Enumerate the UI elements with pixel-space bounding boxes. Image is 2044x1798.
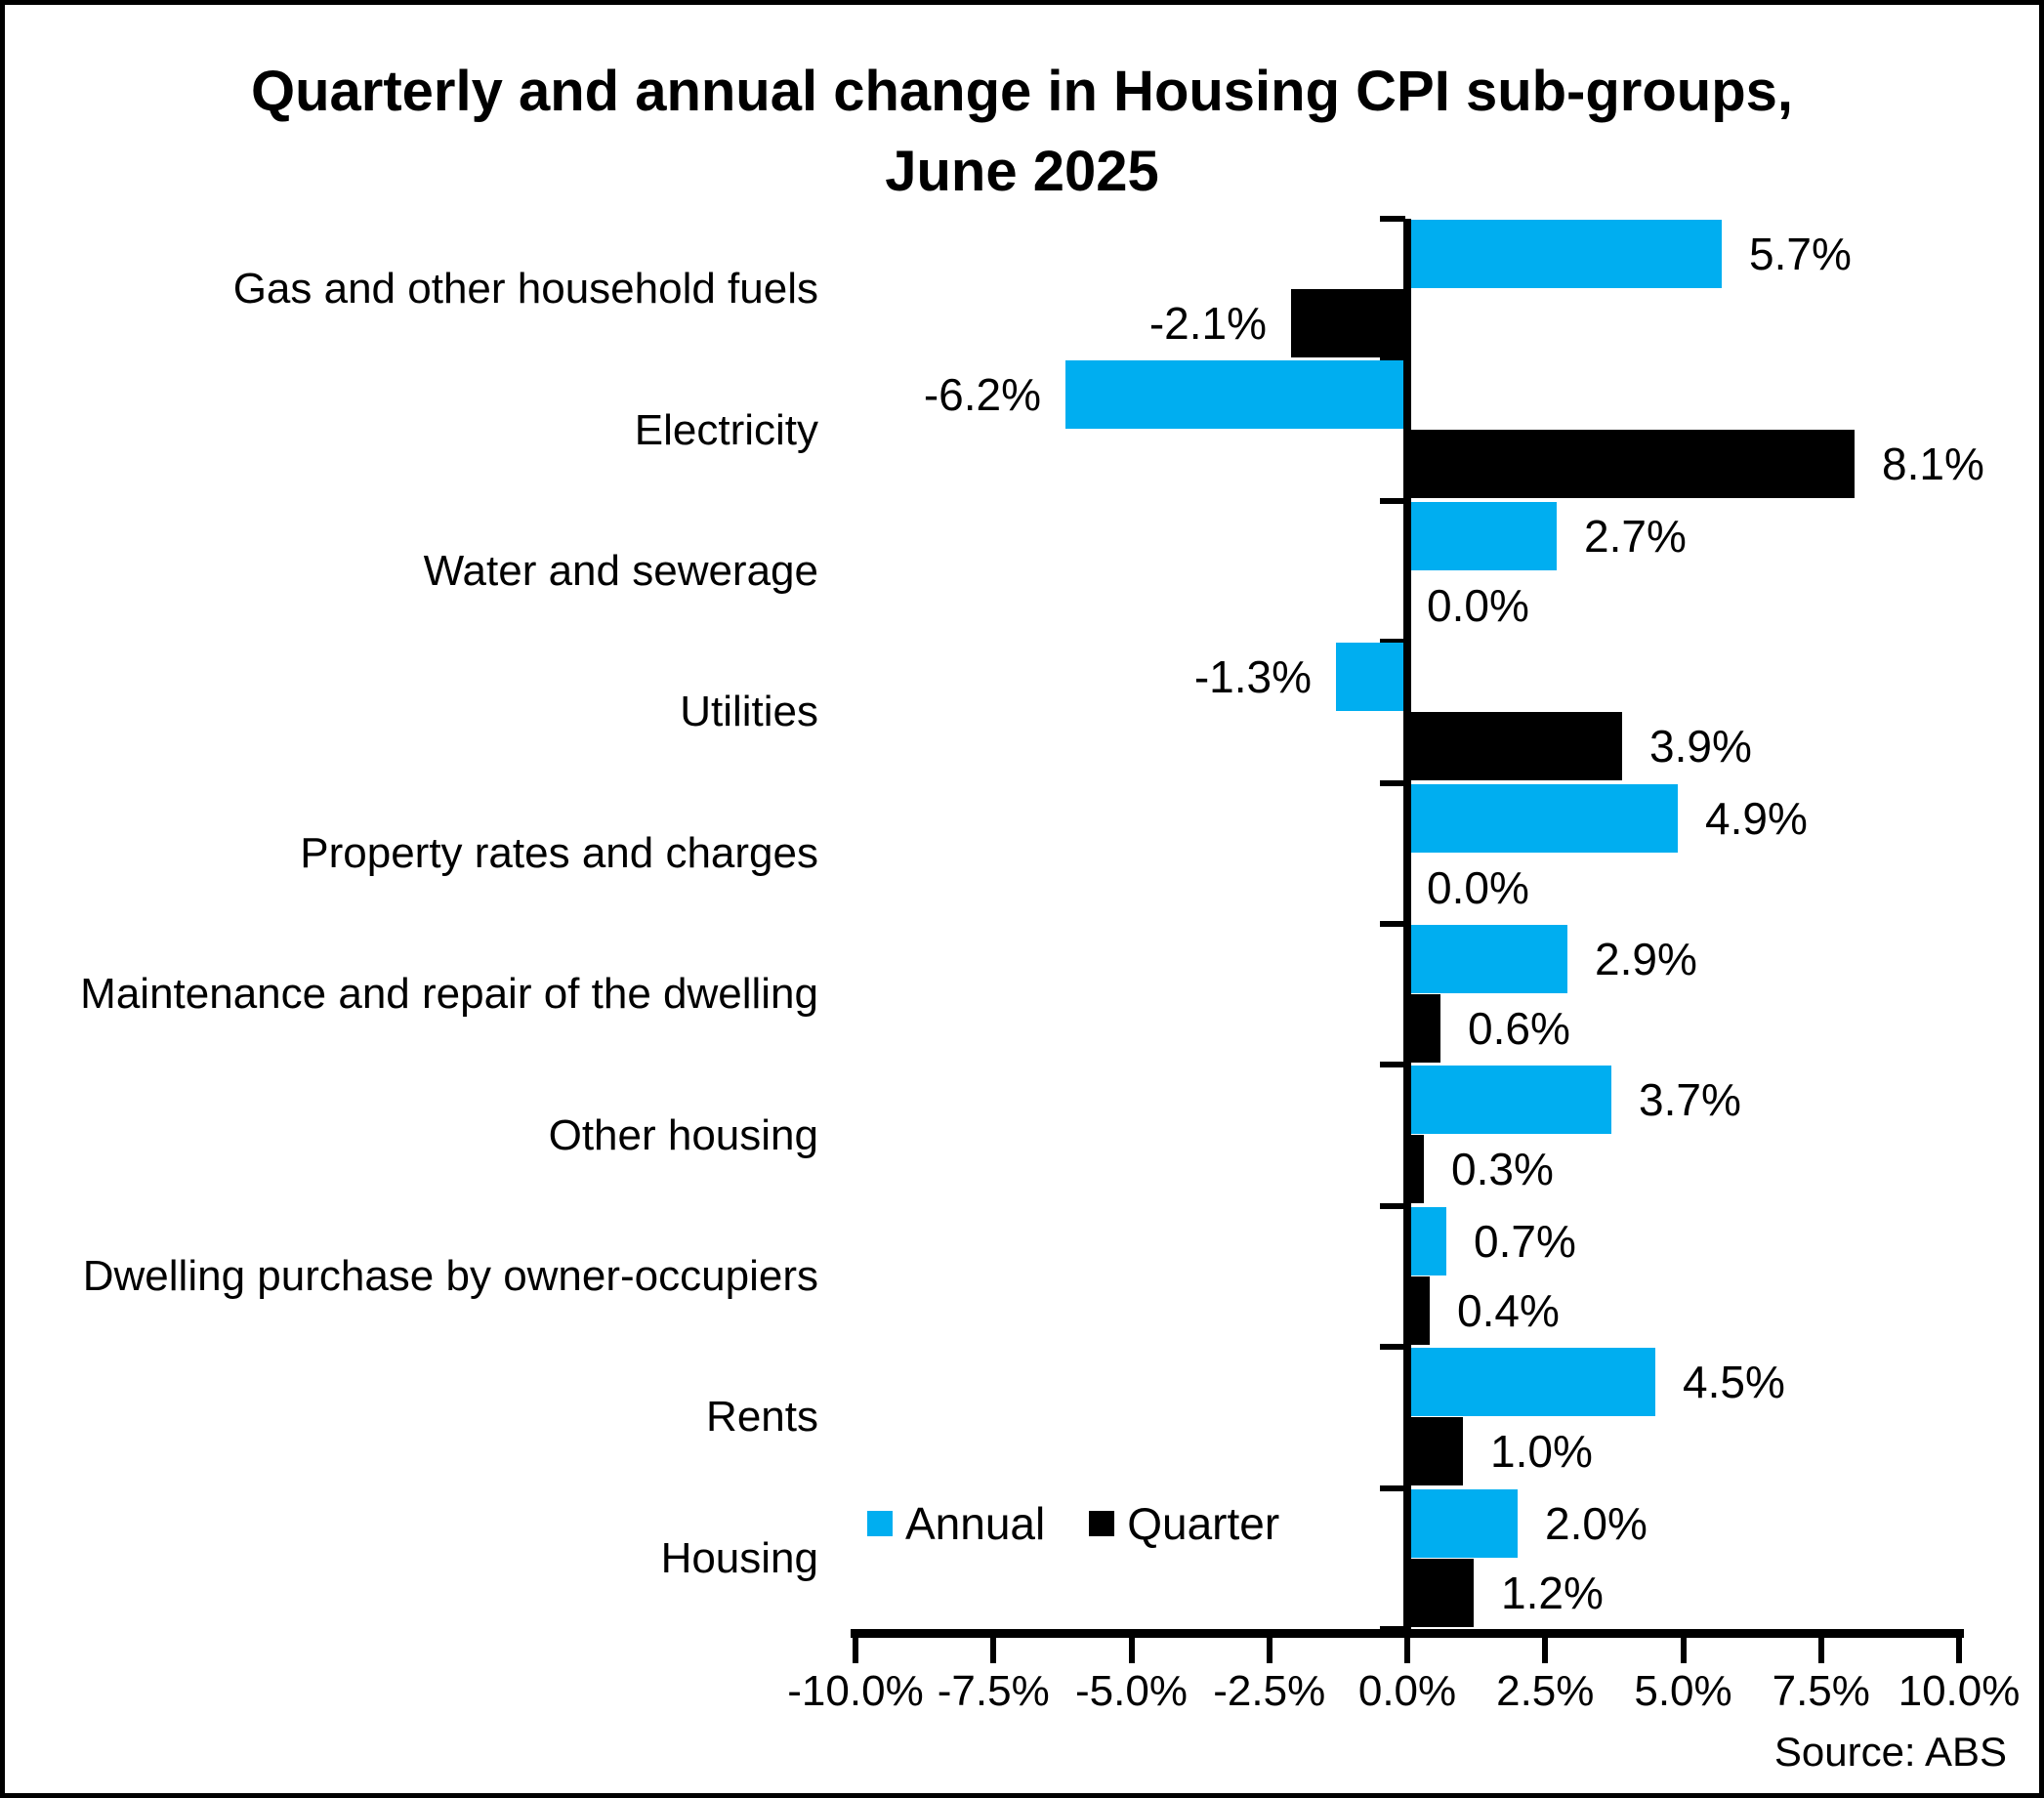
- x-axis-tick: [853, 1638, 858, 1663]
- x-axis-tick-label: -7.5%: [937, 1667, 1050, 1715]
- quarter-bar: [1407, 994, 1440, 1063]
- quarter-value-label: 0.6%: [1468, 1003, 1570, 1054]
- quarter-series-swatch-icon: [1089, 1511, 1115, 1536]
- y-axis-tick: [1380, 779, 1405, 786]
- quarter-bar: [1291, 289, 1407, 357]
- x-axis-tick: [990, 1638, 997, 1663]
- quarter-bar: [1407, 1135, 1424, 1204]
- quarter-bar: [1407, 1275, 1430, 1345]
- legend-item-quarter: Quarter: [1089, 1497, 1279, 1550]
- annual-value-label: 2.7%: [1584, 510, 1687, 562]
- annual-value-label: -1.3%: [1193, 651, 1312, 703]
- annual-bar: [1336, 643, 1407, 712]
- annual-bar: [1407, 1066, 1611, 1135]
- legend: Annual Quarter: [867, 1497, 1279, 1550]
- y-axis-tick: [1380, 1202, 1405, 1209]
- quarter-bar: [1407, 712, 1622, 781]
- x-axis-tick: [1817, 1638, 1824, 1663]
- category-label: Electricity: [634, 405, 818, 454]
- category-label: Dwelling purchase by owner-occupiers: [82, 1252, 818, 1300]
- x-axis-tick: [1542, 1638, 1549, 1663]
- category-label: Rents: [706, 1393, 818, 1442]
- quarter-bar: [1407, 1417, 1463, 1486]
- quarter-value-label: -2.1%: [1148, 298, 1267, 349]
- y-axis-tick: [1380, 497, 1405, 504]
- x-axis-tick: [1404, 1638, 1410, 1663]
- category-label: Utilities: [680, 688, 818, 736]
- annual-value-label: -6.2%: [923, 369, 1041, 421]
- quarter-value-label: 0.0%: [1427, 579, 1529, 631]
- category-label: Property rates and charges: [300, 828, 818, 877]
- annual-bar: [1065, 360, 1407, 430]
- y-axis-tick: [1380, 216, 1405, 222]
- annual-bar: [1407, 220, 1722, 288]
- chart-title-line2: June 2025: [885, 140, 1159, 203]
- y-axis-zero-line: [1403, 219, 1411, 1634]
- quarter-value-label: 0.3%: [1451, 1144, 1554, 1195]
- x-axis-tick: [1128, 1638, 1135, 1663]
- y-axis-tick: [1380, 1344, 1405, 1351]
- category-label: Other housing: [548, 1110, 818, 1159]
- y-axis-tick: [1380, 639, 1405, 646]
- x-axis-tick: [1266, 1638, 1272, 1663]
- x-axis-tick-label: 2.5%: [1496, 1667, 1595, 1715]
- x-axis-line: [851, 1629, 1964, 1638]
- annual-value-label: 4.5%: [1683, 1357, 1785, 1408]
- category-label: Water and sewerage: [423, 547, 818, 595]
- x-axis-tick-label: -10.0%: [787, 1667, 924, 1715]
- x-axis-tick-label: -2.5%: [1213, 1667, 1326, 1715]
- legend-item-annual: Annual: [867, 1497, 1045, 1550]
- category-label: Gas and other household fuels: [232, 265, 818, 314]
- annual-bar: [1407, 925, 1567, 993]
- x-axis-tick-label: 0.0%: [1357, 1667, 1457, 1715]
- annual-bar: [1407, 1488, 1518, 1558]
- quarter-bar: [1407, 430, 1855, 499]
- annual-value-label: 3.7%: [1639, 1074, 1741, 1126]
- annual-bar: [1407, 1206, 1446, 1275]
- annual-value-label: 2.9%: [1595, 934, 1697, 984]
- chart-title-line1: Quarterly and annual change in Housing C…: [250, 60, 1794, 123]
- annual-value-label: 5.7%: [1749, 229, 1852, 279]
- annual-value-label: 4.9%: [1705, 792, 1808, 844]
- x-axis-tick: [1680, 1638, 1687, 1663]
- x-axis-tick: [1956, 1638, 1962, 1663]
- y-axis-tick: [1380, 1484, 1405, 1491]
- annual-bar: [1407, 501, 1557, 570]
- annual-bar: [1407, 1348, 1655, 1417]
- x-axis-tick-label: 10.0%: [1898, 1667, 2021, 1715]
- chart-title: Quarterly and annual change in Housing C…: [5, 52, 2039, 212]
- quarter-value-label: 0.0%: [1427, 861, 1529, 913]
- source-note: Source: ABS: [1773, 1729, 2007, 1775]
- category-label: Maintenance and repair of the dwelling: [80, 970, 818, 1019]
- quarter-bar: [1407, 1558, 1474, 1627]
- category-label: Housing: [660, 1533, 818, 1582]
- x-axis-tick-label: 7.5%: [1772, 1667, 1870, 1715]
- legend-label-annual: Annual: [905, 1498, 1046, 1549]
- quarter-value-label: 3.9%: [1649, 721, 1752, 773]
- quarter-value-label: 1.0%: [1490, 1426, 1593, 1478]
- legend-label-quarter: Quarter: [1127, 1498, 1280, 1549]
- annual-value-label: 0.7%: [1474, 1215, 1576, 1267]
- annual-bar: [1407, 783, 1678, 853]
- plot-area: 5.7% -2.1% -6.2% 8.1% 2.7% 0.0% -1.3% 3.9% 4.9% 0…: [855, 219, 1984, 1629]
- annual-series-swatch-icon: [867, 1511, 893, 1536]
- y-axis-tick: [1380, 921, 1405, 927]
- x-axis-tick-label: 5.0%: [1634, 1667, 1732, 1715]
- x-axis-tick-label: -5.0%: [1075, 1667, 1188, 1715]
- quarter-value-label: 0.4%: [1457, 1284, 1560, 1336]
- quarter-value-label: 8.1%: [1882, 439, 1984, 490]
- annual-value-label: 2.0%: [1545, 1497, 1648, 1549]
- y-axis-tick: [1380, 356, 1405, 363]
- quarter-value-label: 1.2%: [1501, 1567, 1604, 1618]
- y-axis-tick: [1380, 1062, 1405, 1068]
